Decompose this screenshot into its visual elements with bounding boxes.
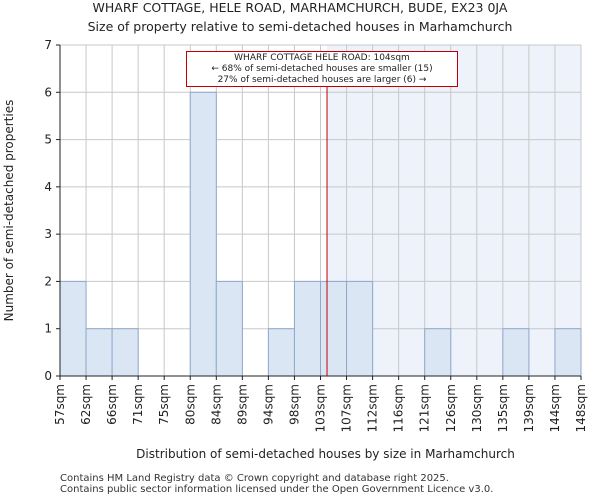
x-tick-label: 89sqm	[235, 384, 249, 425]
histogram-bar	[59, 280, 87, 377]
histogram-bar	[189, 91, 217, 377]
x-tick-label: 103sqm	[314, 384, 328, 432]
property-annotation-box: WHARF COTTAGE HELE ROAD: 104sqm ← 68% of…	[186, 51, 458, 87]
x-tick-label: 144sqm	[548, 384, 562, 432]
histogram-bar	[424, 328, 452, 377]
x-tick-label: 112sqm	[366, 384, 380, 432]
x-tick-label: 75sqm	[157, 384, 171, 425]
histogram-bar	[215, 280, 243, 377]
chart-title-line2: Size of property relative to semi-detach…	[87, 19, 513, 34]
y-axis-label: Number of semi-detached properties	[2, 100, 16, 322]
histogram-bar	[502, 328, 530, 377]
histogram-bar	[320, 280, 348, 377]
x-tick-label: 57sqm	[53, 384, 67, 425]
x-tick-label: 121sqm	[418, 384, 432, 432]
y-tick-label: 6	[44, 85, 52, 99]
x-tick-label: 130sqm	[470, 384, 484, 432]
x-tick-label: 62sqm	[79, 384, 93, 425]
x-tick-label: 84sqm	[209, 384, 223, 425]
x-tick-label: 71sqm	[131, 384, 145, 425]
x-tick-label: 116sqm	[392, 384, 406, 432]
histogram-bar	[111, 328, 139, 377]
x-tick-label: 148sqm	[574, 384, 588, 432]
histogram-bar	[554, 328, 582, 377]
annotation-line3: 27% of semi-detached houses are larger (…	[217, 75, 427, 85]
x-tick-label: 126sqm	[444, 384, 458, 432]
y-tick-label: 4	[44, 180, 52, 194]
x-tick-label: 80sqm	[183, 384, 197, 425]
y-tick-label: 5	[44, 133, 52, 147]
y-tick-label: 1	[44, 322, 52, 336]
annotation-line2: ← 68% of semi-detached houses are smalle…	[211, 64, 433, 74]
x-tick-label: 66sqm	[105, 384, 119, 425]
y-tick-label: 0	[44, 369, 52, 383]
histogram-bar	[293, 280, 322, 377]
x-tick-label: 107sqm	[340, 384, 354, 432]
annotation-line1: WHARF COTTAGE HELE ROAD: 104sqm	[234, 53, 410, 63]
footer-line1: Contains HM Land Registry data © Crown c…	[60, 473, 449, 484]
y-tick-label: 7	[44, 38, 52, 52]
x-tick-label: 98sqm	[287, 384, 301, 425]
footer-line2: Contains public sector information licen…	[60, 484, 494, 495]
x-tick-label: 139sqm	[522, 384, 536, 432]
y-tick-label: 2	[44, 274, 52, 288]
x-tick-label: 135sqm	[496, 384, 510, 432]
x-tick-label: 94sqm	[261, 384, 275, 425]
histogram-bar	[346, 280, 374, 377]
x-axis-label: Distribution of semi-detached houses by …	[136, 447, 515, 461]
histogram-bar	[267, 328, 295, 377]
chart-title-line1: WHARF COTTAGE, HELE ROAD, MARHAMCHURCH, …	[92, 0, 508, 15]
histogram-bar	[85, 328, 113, 377]
y-tick-label: 3	[44, 227, 52, 241]
